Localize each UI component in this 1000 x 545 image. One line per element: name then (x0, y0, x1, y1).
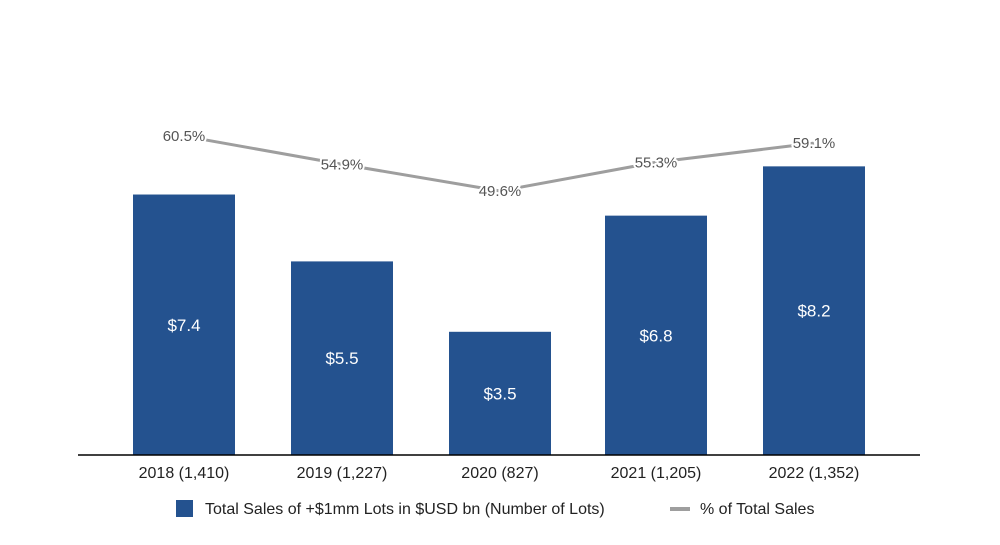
bar-value-label: $8.2 (797, 302, 830, 321)
bar-series (133, 166, 865, 456)
line-point-label: 59.1% (793, 135, 836, 152)
line-point-label: 55.3% (635, 154, 678, 171)
bar (763, 166, 865, 456)
x-tick-label: 2021 (1,205) (611, 465, 702, 482)
bar-value-labels: $7.4 $5.5 $3.5 $6.8 $8.2 (167, 302, 830, 404)
bar (133, 194, 235, 455)
bar (605, 215, 707, 455)
bar-value-label: $6.8 (639, 326, 672, 345)
percent-line (183, 134, 815, 193)
bar-value-label: $3.5 (483, 384, 516, 403)
legend-line-label: % of Total Sales (700, 501, 814, 518)
line-series (183, 134, 815, 193)
bar (449, 331, 551, 455)
line-point-label: 60.5% (163, 128, 206, 145)
x-tick-label: 2019 (1,227) (297, 465, 388, 482)
bar-value-label: $5.5 (325, 349, 358, 368)
x-tick-label: 2020 (827) (461, 465, 538, 482)
legend-bar-swatch (176, 500, 193, 517)
x-axis-tick-labels: 2018 (1,410) 2019 (1,227) 2020 (827) 2021 (… (139, 465, 860, 482)
legend: Total Sales of +$1mm Lots in $USD bn (Nu… (176, 500, 814, 518)
bar (291, 261, 393, 455)
line-point-label: 49.6% (479, 183, 522, 200)
bar-value-label: $7.4 (167, 316, 200, 335)
line-point-label: 54.9% (321, 156, 364, 173)
legend-bar-label: Total Sales of +$1mm Lots in $USD bn (Nu… (205, 501, 605, 518)
x-tick-label: 2018 (1,410) (139, 465, 230, 482)
line-value-labels: 60.5% 54.9% 49.6% 55.3% 59.1% (161, 126, 838, 202)
x-tick-label: 2022 (1,352) (769, 465, 860, 482)
